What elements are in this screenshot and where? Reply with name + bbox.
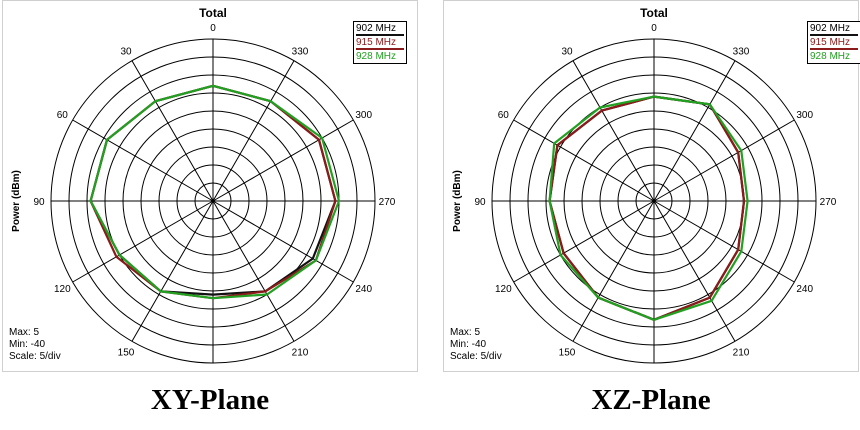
angle-tick-label: 150	[559, 348, 576, 359]
radial-spoke	[212, 200, 354, 283]
legend-swatch-915	[356, 48, 404, 50]
xy-max-label: Max: 5	[9, 327, 40, 338]
legend-swatch-902	[356, 34, 404, 36]
series-line-915-mhz	[548, 95, 746, 321]
angle-tick-label: 270	[820, 197, 837, 208]
xz-min-label: Min: -40	[450, 339, 487, 350]
radial-spoke	[212, 119, 354, 202]
legend-label-902: 902 MHz	[810, 23, 851, 34]
radial-spoke	[653, 200, 795, 283]
legend-item: 915 MHz	[356, 37, 404, 50]
radial-spoke	[513, 200, 655, 283]
xy-scale-info: Max: 5 Min: -40 Scale: 5/div	[9, 327, 61, 363]
series-line-928-mhz	[548, 95, 749, 321]
angle-tick-label: 210	[733, 348, 750, 359]
radial-spoke	[653, 60, 736, 202]
radial-spoke	[72, 200, 214, 283]
chart-title: Total	[199, 6, 227, 20]
xz-scale-info: Max: 5 Min: -40 Scale: 5/div	[450, 327, 502, 363]
radial-spoke	[653, 200, 736, 342]
angle-tick-label: 330	[733, 46, 750, 57]
xy-scale-label: Scale: 5/div	[9, 351, 61, 362]
legend-label-915: 915 MHz	[810, 37, 851, 48]
legend-label-928: 928 MHz	[356, 51, 397, 62]
angle-tick-label: 150	[118, 348, 135, 359]
legend-item: 902 MHz	[810, 23, 858, 36]
xz-scale-label: Scale: 5/div	[450, 351, 502, 362]
xz-plane-label: XZ-Plane	[591, 384, 711, 416]
angle-tick-label: 240	[796, 284, 813, 295]
radial-spoke	[212, 60, 295, 202]
angle-tick-label: 330	[292, 46, 309, 57]
legend-item: 902 MHz	[356, 23, 404, 36]
angle-tick-label: 210	[292, 348, 309, 359]
xy-plane-label: XY-Plane	[150, 384, 270, 416]
chart-title: Total	[640, 6, 668, 20]
radial-spoke	[513, 119, 655, 202]
angle-tick-label: 0	[210, 23, 216, 34]
angle-tick-label: 120	[54, 284, 71, 295]
legend-label-915: 915 MHz	[356, 37, 397, 48]
legend-label-902: 902 MHz	[356, 23, 397, 34]
angle-tick-label: 300	[796, 110, 813, 121]
y-axis-label: Power (dBm)	[452, 170, 463, 232]
angle-tick-label: 270	[379, 197, 396, 208]
legend-swatch-915	[810, 48, 858, 50]
xz-max-label: Max: 5	[450, 327, 481, 338]
y-axis-label: Power (dBm)	[11, 170, 22, 232]
radial-spoke	[131, 60, 214, 202]
angle-tick-label: 300	[355, 110, 372, 121]
angle-tick-label: 240	[355, 284, 372, 295]
radial-spoke	[72, 119, 214, 202]
series-line-902-mhz	[548, 95, 746, 321]
legend-item: 928 MHz	[810, 51, 858, 62]
series-line-928-mhz	[89, 84, 341, 300]
angle-tick-label: 90	[474, 197, 486, 208]
radial-spoke	[653, 119, 795, 202]
xy-min-label: Min: -40	[9, 339, 46, 350]
legend-swatch-902	[810, 34, 858, 36]
legend-item: 928 MHz	[356, 51, 404, 62]
xz-legend: 902 MHz 915 MHz 928 MHz	[807, 21, 860, 64]
angle-tick-label: 60	[57, 110, 69, 121]
legend-label-928: 928 MHz	[810, 51, 851, 62]
angle-tick-label: 120	[495, 284, 512, 295]
radial-spoke	[572, 60, 655, 202]
radial-spoke	[131, 200, 214, 342]
angle-tick-label: 30	[561, 46, 573, 57]
angle-tick-label: 30	[120, 46, 132, 57]
angle-tick-label: 90	[33, 197, 45, 208]
angle-tick-label: 0	[651, 23, 657, 34]
angle-tick-label: 60	[498, 110, 510, 121]
radial-spoke	[212, 200, 295, 342]
radial-spoke	[572, 200, 655, 342]
xy-legend: 902 MHz 915 MHz 928 MHz	[353, 21, 407, 64]
legend-item: 915 MHz	[810, 37, 858, 50]
